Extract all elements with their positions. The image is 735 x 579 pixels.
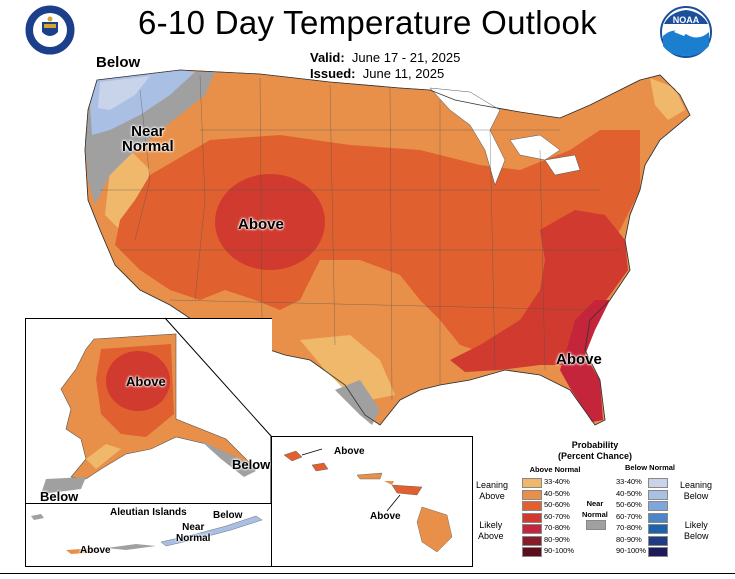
legend-near-normal-swatch [586,520,606,530]
legend-below-label: 90-100% [616,546,647,555]
issued-date: June 11, 2025 [362,66,445,81]
new-england-lean [650,78,685,120]
label-alaska-sw-below: Below [40,489,79,504]
texas-near-normal [335,380,380,425]
nw-below-inner [98,76,150,110]
legend-above-header: Above Normal [529,465,581,474]
legend: Probability (Percent Chance) Above Norma… [470,438,735,568]
legend-likely-above: Likely Above [478,520,504,541]
aleutian-map [31,514,263,554]
legend-below-swatch [648,524,668,534]
label-southeast-above: Above [556,351,602,368]
label-alaska-above: Above [126,374,166,389]
legend-below-swatch [648,512,668,523]
legend-above-swatch [522,535,542,546]
legend-near-normal: Near Normal [582,499,608,519]
state-borders [100,74,620,401]
legend-above-label: 40-50% [544,488,570,498]
date-info: Valid: June 17 - 21, 2025 Issued: June 1… [310,50,460,82]
legend-above-label: 90-100% [544,546,575,555]
legend-below-label: 33-40% [616,477,642,486]
label-nw-below: Below [96,54,141,71]
legend-below-header: Below Normal [624,463,675,472]
legend-above-swatch [522,501,542,511]
aleutian-title: Aleutian Islands [110,507,187,518]
legend-below-label: 80-90% [616,534,642,544]
legend-likely-below: Likely Below [684,520,709,541]
label-nw-near-normal: Near Normal [122,123,174,155]
legend-leaning-above: Leaning Above [476,480,509,501]
sw-texas-lean [300,335,395,400]
legend-above-label: 60-70% [544,511,570,521]
legend-above-swatch [522,524,542,534]
legend-above-label: 50-60% [544,500,570,509]
legend-title: Probability [571,440,619,450]
southeast-60-70 [450,210,628,372]
map-title: 6-10 Day Temperature Outlook [137,4,598,41]
legend-below-label: 50-60% [616,500,642,509]
legend-leaning-below: Leaning Below [680,480,713,501]
label-aleutian-above: Above [80,545,111,556]
legend-below-swatch [648,547,668,557]
alaska-map [41,333,257,494]
legend-above-swatch [522,489,542,500]
bottom-rule [0,573,735,574]
legend-above-label: 80-90% [544,534,570,544]
hawaii-inset [271,436,473,567]
legend-below-swatch [648,489,668,500]
label-hawaii-above-top: Above [334,446,365,457]
label-alaska-se-below: Below [232,457,271,472]
legend-below-label: 40-50% [616,488,642,498]
southeast-70-80 [560,300,610,422]
legend-below-swatch [648,501,668,511]
label-hawaii-above-bottom: Above [370,511,401,522]
legend-above-label: 70-80% [544,523,570,532]
legend-below-label: 70-80% [616,523,642,532]
hawaii-map [283,448,453,553]
legend-below-swatch [648,478,668,488]
aleutian-inset [25,503,273,567]
rockies-60-70 [215,174,325,270]
noaa-logo-icon: NOAA [660,6,712,58]
valid-dates: June 17 - 21, 2025 [351,50,461,65]
legend-subtitle: (Percent Chance) [557,451,633,461]
valid-label: Valid: [310,50,345,65]
great-lakes [429,87,581,186]
noaa-text: NOAA [673,15,700,25]
legend-below-label: 60-70% [616,511,642,521]
label-rockies-above: Above [238,216,284,233]
legend-above-swatch [522,547,542,557]
legend-above-label: 33-40% [544,477,570,486]
label-aleutian-near-normal: Near Normal [176,522,211,544]
label-aleutian-below: Below [213,510,243,521]
legend-above-swatch [522,478,542,488]
alaska-inset [25,318,272,504]
legend-below-swatch [648,535,668,546]
issued-label: Issued: [310,66,356,81]
seal-icon [24,4,76,56]
legend-above-swatch [522,512,542,523]
